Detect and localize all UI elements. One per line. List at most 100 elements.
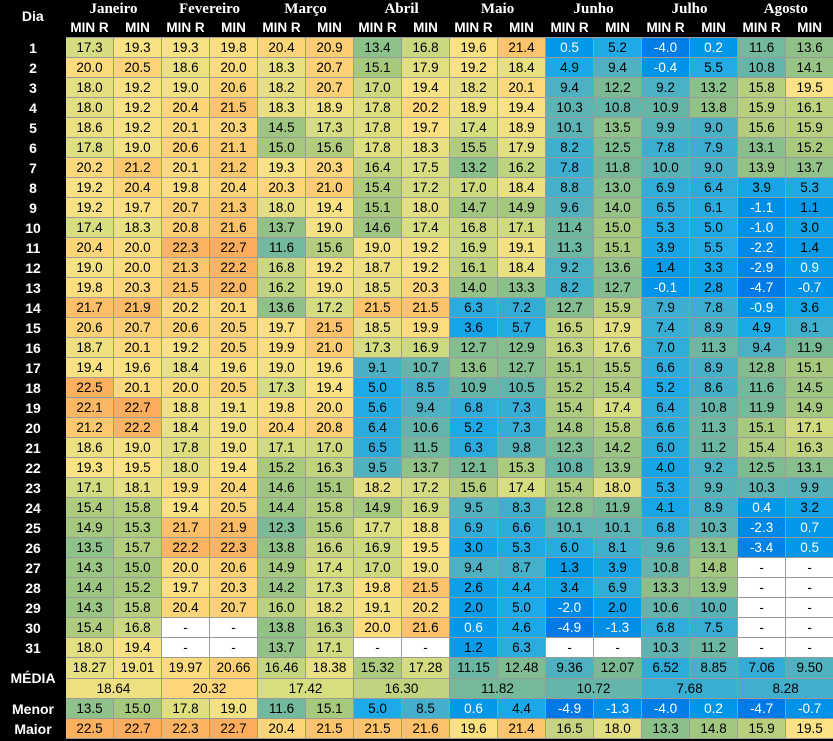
day-number: 25 xyxy=(0,517,66,538)
temperature-cell: -0.9 xyxy=(737,297,787,318)
temperature-cell: 20.8 xyxy=(305,417,355,438)
temperature-cell: 17.0 xyxy=(449,177,499,198)
menor-value: 5.0 xyxy=(353,698,403,719)
temperature-cell: 18.3 xyxy=(401,137,451,158)
temperature-cell: 16.1 xyxy=(449,257,499,278)
temperature-cell: 15.9 xyxy=(593,297,643,318)
temperature-cell: 12.5 xyxy=(737,457,787,478)
temperature-cell: 9.4 xyxy=(449,557,499,578)
temperature-cell: 19.4 xyxy=(305,197,355,218)
temperature-cell: 18.4 xyxy=(161,357,210,378)
temperature-cell: 5.3 xyxy=(785,177,833,198)
temperature-cell: 19.7 xyxy=(113,197,162,218)
temperature-cell: - xyxy=(208,637,259,658)
media-combined-value: 18.64 xyxy=(65,678,162,699)
temperature-cell: 13.6 xyxy=(257,297,307,318)
temperature-cell: 16.1 xyxy=(785,97,833,118)
temperature-cell: 10.1 xyxy=(545,117,595,138)
media-value: 11.15 xyxy=(449,657,499,679)
menor-value: -1.3 xyxy=(593,698,643,719)
temperature-cell: 10.3 xyxy=(689,517,739,538)
media-value: 6.52 xyxy=(641,657,691,679)
table-row: 3 18.0 19.2 19.0 20.6 18.2 20.7 17.0 19.4 18.2 20.… xyxy=(0,77,833,98)
temperature-cell: 12.7 xyxy=(545,297,595,318)
month-header: Janeiro xyxy=(65,0,162,18)
maior-value: 14.8 xyxy=(689,718,739,739)
temperature-cell: -4.9 xyxy=(545,617,595,638)
menor-value: 15.1 xyxy=(305,698,355,719)
temperature-cell: 22.3 xyxy=(161,237,210,258)
temperature-cell: 15.6 xyxy=(305,137,355,158)
maior-row: Maior 22.5 22.7 22.3 22.7 20.4 21.5 21.5 21.6 19.… xyxy=(0,718,833,739)
temperature-cell: 10.5 xyxy=(497,377,547,398)
table-row: 13 19.8 20.3 21.5 22.0 16.2 19.0 18.5 20.3 14.0 13… xyxy=(0,277,833,298)
menor-label: Menor xyxy=(0,698,66,719)
media-combined-row: 18.64 20.32 17.42 16.30 11.82 10.72 7.68 8.28 xyxy=(1,678,833,699)
temperature-cell: 20.5 xyxy=(208,337,259,358)
maior-value: 15.9 xyxy=(737,718,787,739)
media-row: MÉDIA 18.27 19.01 19.97 20.66 16.46 18.38 15.32… xyxy=(0,657,833,699)
temperature-cell: 21.2 xyxy=(113,157,162,178)
temperature-cell: 6.6 xyxy=(641,417,691,438)
temperature-cell: 5.7 xyxy=(497,317,547,338)
temperature-cell: 17.2 xyxy=(305,297,355,318)
temperature-cell: 3.3 xyxy=(689,257,739,278)
temperature-cell: 5.2 xyxy=(449,417,499,438)
temperature-cell: 17.4 xyxy=(65,217,114,238)
table-row: 5 18.6 19.2 20.1 20.3 14.5 17.3 17.8 19.7 17.4 18.… xyxy=(0,117,833,138)
day-number: 28 xyxy=(0,577,66,598)
maior-value: 13.3 xyxy=(641,718,691,739)
media-value: 8.85 xyxy=(689,657,739,679)
table-body: 1 17.3 19.3 19.3 19.8 20.4 20.9 13.4 16.8 19.6 21.… xyxy=(0,37,833,739)
temperature-cell: 16.3 xyxy=(785,437,833,458)
temperature-cell: 10.7 xyxy=(401,357,451,378)
table-row: 24 15.4 15.8 19.4 20.5 14.4 15.8 14.9 16.9 9.5 8.3… xyxy=(0,497,833,518)
menor-value: 8.5 xyxy=(401,698,451,719)
temperature-cell: 20.5 xyxy=(208,497,259,518)
temperature-cell: 5.3 xyxy=(641,217,691,238)
day-number: 9 xyxy=(0,197,66,218)
temperature-cell: 4.4 xyxy=(497,577,547,598)
temperature-cell: 18.4 xyxy=(161,417,210,438)
temperature-cell: 10.8 xyxy=(593,97,643,118)
temperature-cell: 18.0 xyxy=(401,197,451,218)
temperature-cell: 13.6 xyxy=(449,357,499,378)
temperature-cell: 17.3 xyxy=(305,577,355,598)
media-combined-value: 8.28 xyxy=(737,678,833,699)
temperature-cell: 14.6 xyxy=(353,217,403,238)
temperature-cell: 9.6 xyxy=(545,197,595,218)
temperature-cell: 9.4 xyxy=(401,397,451,418)
temperature-cell: 16.2 xyxy=(257,277,307,298)
temperature-cell: 15.6 xyxy=(305,237,355,258)
temperature-cell: 13.8 xyxy=(257,537,307,558)
temperature-cell: 15.4 xyxy=(545,477,595,498)
menor-value: 19.0 xyxy=(208,698,259,719)
subheader-row: MIN R MIN MIN R MIN MIN R MIN MIN R MIN MIN R MIN… xyxy=(1,18,833,38)
temperature-cell: 9.5 xyxy=(449,497,499,518)
temperature-cell: 20.1 xyxy=(497,77,547,98)
temperature-cell: 20.4 xyxy=(208,177,259,198)
temperature-cell: 5.2 xyxy=(593,37,643,58)
temperature-cell: 7.0 xyxy=(641,337,691,358)
temperature-cell: 13.5 xyxy=(65,537,114,558)
maior-value: 22.7 xyxy=(113,718,162,739)
temperature-cell: 10.1 xyxy=(545,517,595,538)
temperature-cell: 18.7 xyxy=(353,257,403,278)
temperature-cell: 18.9 xyxy=(305,97,355,118)
table-row: 15 20.6 20.7 20.6 20.5 19.7 21.5 18.5 19.9 3.6 5.7… xyxy=(0,317,833,338)
temperature-cell: 16.0 xyxy=(257,597,307,618)
temperature-cell: - xyxy=(545,637,595,658)
temperature-cell: 5.0 xyxy=(689,217,739,238)
table-row: 9 19.2 19.7 20.7 21.3 18.0 19.4 15.1 18.0 14.7 14.… xyxy=(0,197,833,218)
min-r-header: MIN R xyxy=(737,18,786,38)
temperature-cell: 11.3 xyxy=(545,237,595,258)
temperature-cell: 9.5 xyxy=(353,457,403,478)
maior-value: 22.7 xyxy=(208,718,259,739)
min-header: MIN xyxy=(305,18,354,38)
temperature-cell: 17.1 xyxy=(305,637,355,658)
temperature-cell: 8.7 xyxy=(497,557,547,578)
temperature-cell: 21.3 xyxy=(161,257,210,278)
temperature-cell: 18.4 xyxy=(497,257,547,278)
day-number: 10 xyxy=(0,217,66,238)
